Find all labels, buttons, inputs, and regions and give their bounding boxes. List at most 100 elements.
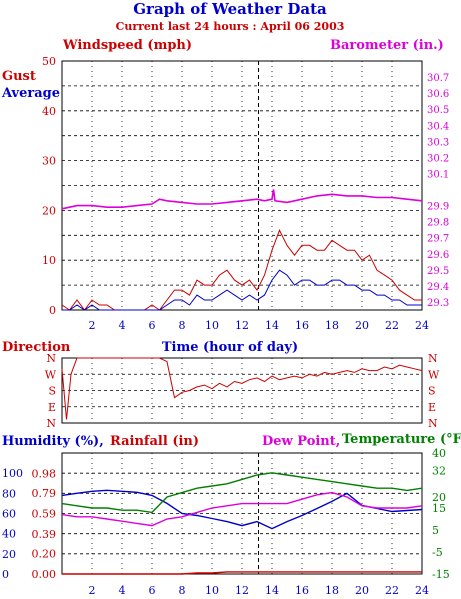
rainfall-tick-label: 0.39 <box>32 528 57 541</box>
x-tick-label: 20 <box>355 584 369 597</box>
chart-subtitle: Current last 24 hours : April 06 2003 <box>116 20 345 33</box>
x-tick-label: 16 <box>295 584 309 597</box>
x-tick-label: 2 <box>89 319 96 332</box>
direction-tick-right: N <box>428 352 438 365</box>
barometer-tick-label: 29.8 <box>427 218 449 229</box>
series-rainfall-line <box>62 571 422 575</box>
direction-tick-right: N <box>428 417 438 430</box>
barometer-axis-title: Barometer (in.) <box>330 38 444 53</box>
x-tick-label: 8 <box>179 319 186 332</box>
temperature-tick-label: 5 <box>432 524 439 537</box>
x-tick-label: 18 <box>325 319 339 332</box>
panel3-series <box>61 472 423 575</box>
x-tick-label: 18 <box>325 584 339 597</box>
x-tick-label: 16 <box>295 319 309 332</box>
temperature-tick-label: 15 <box>432 502 446 515</box>
barometer-tick-label: 29.4 <box>427 282 449 293</box>
x-tick-label: 2 <box>89 584 96 597</box>
direction-tick-left: W <box>45 368 57 381</box>
x-tick-label: 4 <box>119 584 126 597</box>
direction-tick-left: N <box>46 417 56 430</box>
direction-tick-right: S <box>428 385 436 398</box>
legend-average: Average <box>1 86 60 101</box>
panel1-frame <box>61 60 423 311</box>
windspeed-tick-label: 50 <box>42 55 56 68</box>
x-tick-label: 22 <box>385 584 399 597</box>
temperature-tick-label: 20 <box>432 491 446 504</box>
rainfall-tick-label: 0.59 <box>32 508 57 521</box>
windspeed-tick-label: 10 <box>42 254 56 267</box>
x-tick-label: 12 <box>235 584 249 597</box>
panel1-series <box>61 189 423 311</box>
barometer-tick-label: 29.3 <box>427 298 449 309</box>
chart-title: Graph of Weather Data <box>133 0 327 18</box>
temperature-title: Temperature (°F) <box>342 432 461 447</box>
direction-title: Direction <box>2 340 71 355</box>
x-tick-label: 8 <box>179 584 186 597</box>
windspeed-tick-label: 40 <box>42 105 56 118</box>
rainfall-tick-label: 0.98 <box>32 468 57 481</box>
x-tick-label: 24 <box>415 319 429 332</box>
barometer-tick-label: 29.9 <box>427 202 449 213</box>
x-tick-label: 6 <box>149 319 156 332</box>
series-dew-point-line <box>61 491 423 527</box>
x-tick-label: 6 <box>149 584 156 597</box>
x-tick-label: 22 <box>385 319 399 332</box>
direction-tick-left: N <box>46 352 56 365</box>
humidity-tick-label: 20 <box>2 548 16 561</box>
windspeed-tick-label: 0 <box>49 304 56 317</box>
direction-tick-right: W <box>428 368 440 381</box>
rainfall-tick-label: 0.79 <box>32 487 57 500</box>
series-temperature-line <box>61 472 423 514</box>
barometer-tick-label: 30.1 <box>427 169 449 180</box>
barometer-tick-label: 30.4 <box>427 121 449 132</box>
direction-tick-left: E <box>48 401 56 414</box>
windspeed-axis-title: Windspeed (mph) <box>62 38 192 53</box>
direction-tick-left: S <box>48 385 56 398</box>
panel3-ticks: 0 20 40 60 80 100 0.00 0.20 0.39 0.59 0.79 0.98 -15 -… <box>2 447 450 597</box>
series-gust-line <box>61 229 422 311</box>
barometer-tick-label: 30.2 <box>427 153 449 164</box>
x-tick-label: 10 <box>205 584 219 597</box>
temperature-tick-label: -15 <box>432 568 450 581</box>
windspeed-tick-label: 20 <box>42 204 56 217</box>
humidity-tick-label: 40 <box>2 528 16 541</box>
series-barometer-line <box>61 189 423 210</box>
temperature-tick-label: 32 <box>432 465 446 478</box>
temperature-tick-label: -5 <box>432 546 443 559</box>
humidity-tick-label: 100 <box>2 467 23 480</box>
humidity-title: Humidity (%), <box>2 434 104 449</box>
direction-tick-right: E <box>428 401 436 414</box>
humidity-tick-label: 80 <box>2 487 16 500</box>
x-tick-label: 12 <box>235 319 249 332</box>
x-tick-label: 14 <box>265 584 279 597</box>
x-tick-label: 4 <box>119 319 126 332</box>
panel3-frame <box>61 452 423 575</box>
x-axis-title: Time (hour of day) <box>162 340 298 355</box>
panel2-series <box>61 357 423 420</box>
panel2-ticks: N NW WS SE EN N <box>45 352 440 430</box>
x-tick-label: 14 <box>265 319 279 332</box>
barometer-tick-label: 30.3 <box>427 137 449 148</box>
rainfall-tick-label: 0.00 <box>32 568 57 581</box>
dewpoint-title: Dew Point, <box>262 434 340 449</box>
panel2-frame <box>61 357 423 424</box>
barometer-tick-label: 30.7 <box>427 73 449 84</box>
temperature-tick-label: 40 <box>432 447 446 460</box>
humidity-tick-label: 0 <box>2 568 9 581</box>
x-tick-label: 10 <box>205 319 219 332</box>
barometer-tick-label: 29.6 <box>427 250 449 261</box>
x-tick-label: 24 <box>415 584 429 597</box>
humidity-tick-label: 60 <box>2 508 16 521</box>
series-average-line <box>62 269 422 311</box>
panel1-ticks: 0 10 20 30 40 50 29.3 29.4 29.5 29.6 29.7 29.8 29.9 3… <box>42 55 449 332</box>
rainfall-tick-label: 0.20 <box>32 547 57 560</box>
barometer-tick-label: 29.7 <box>427 234 449 245</box>
legend-gust: Gust <box>2 69 36 84</box>
x-tick-label: 20 <box>355 319 369 332</box>
barometer-tick-label: 29.5 <box>427 266 449 277</box>
rainfall-title: Rainfall (in) <box>110 434 199 449</box>
barometer-tick-label: 30.6 <box>427 89 449 100</box>
series-direction-line <box>61 357 423 420</box>
